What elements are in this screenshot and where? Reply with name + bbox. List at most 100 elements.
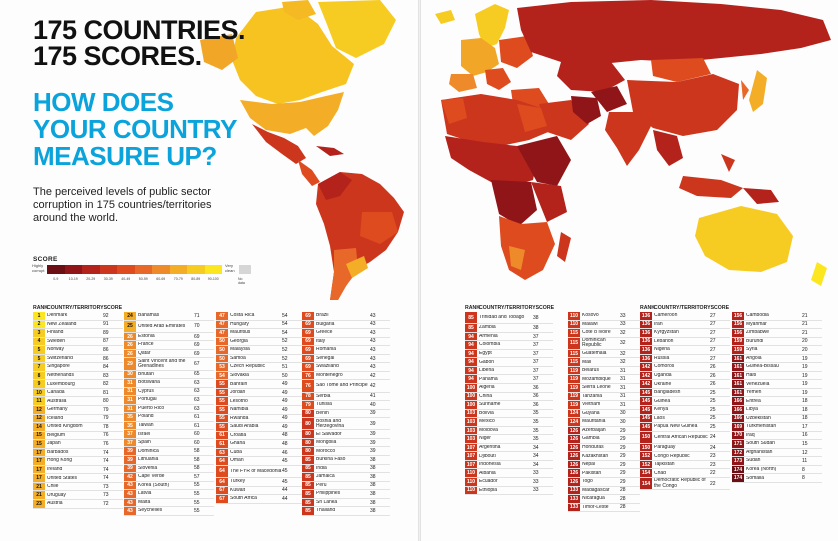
ranking-column-4: 69 Brazil 43 69 Bulgaria 43 69 Greece 43 69 Italy 4… bbox=[302, 303, 390, 516]
table-row: 24 Bahamas 71 bbox=[124, 312, 214, 321]
table-row: 136 Lebanon 27 bbox=[640, 337, 730, 347]
table-row: 43 Seychelles 55 bbox=[124, 507, 214, 516]
country-name: Togo bbox=[582, 479, 593, 485]
country-name: Jordan bbox=[230, 390, 246, 396]
country-score: 32 bbox=[620, 350, 626, 357]
rank-badge: 64 bbox=[216, 465, 228, 478]
rank-badge: 26 bbox=[124, 349, 136, 358]
country-name: Syria bbox=[746, 347, 758, 353]
country-name: Sao Tome and Principe bbox=[316, 383, 368, 389]
table-row: 1 Denmark 92 bbox=[33, 312, 123, 321]
table-row: 145 Guinea 25 bbox=[640, 397, 730, 407]
table-row: 17 Barbados 74 bbox=[33, 448, 123, 458]
country-score: 36 bbox=[533, 384, 539, 391]
country-name: Botswana bbox=[138, 380, 160, 386]
score-swatch bbox=[117, 265, 135, 274]
country-score: 76 bbox=[103, 432, 109, 439]
country-name: Bahamas bbox=[138, 313, 160, 319]
table-row: 26 France 69 bbox=[124, 341, 214, 350]
rank-badge: 42 bbox=[124, 473, 136, 481]
table-row: 85 Burkina Faso 38 bbox=[302, 456, 390, 465]
country-name: Guyana bbox=[582, 410, 600, 416]
rank-badge: 2 bbox=[33, 320, 45, 329]
table-row: 100 Algeria 36 bbox=[465, 384, 553, 393]
country-score: 37 bbox=[533, 350, 539, 357]
rank-badge: 154 bbox=[640, 478, 652, 490]
country-name: Gambia bbox=[582, 436, 600, 442]
country-score: 28 bbox=[620, 504, 626, 511]
country-name: Nicaragua bbox=[582, 496, 605, 502]
country-name: Taiwan bbox=[138, 423, 154, 429]
country-name: United Kingdom bbox=[47, 424, 83, 430]
country-score: 27 bbox=[710, 346, 716, 353]
table-row: 47 Mauritius 54 bbox=[216, 329, 302, 338]
table-row: 124 Mauritania 30 bbox=[568, 418, 640, 427]
table-row: 94 Liberia 37 bbox=[465, 366, 553, 376]
country-score: 39 bbox=[370, 439, 376, 446]
rank-badge: 145 bbox=[640, 388, 652, 397]
country-name: Libya bbox=[746, 407, 758, 413]
table-row: 17 United States 74 bbox=[33, 474, 123, 483]
country-name: Serbia bbox=[316, 393, 331, 399]
rank-badge: 150 bbox=[640, 431, 652, 443]
country-name: Norway bbox=[47, 347, 64, 353]
country-score: 39 bbox=[370, 448, 376, 455]
rank-badge: 26 bbox=[124, 332, 136, 341]
question-heading: HOW DOES YOUR COUNTRY MEASURE UP? bbox=[33, 89, 253, 170]
country-score: 37 bbox=[533, 367, 539, 374]
country-score: 48 bbox=[282, 440, 288, 447]
country-score: 38 bbox=[370, 490, 376, 497]
table-row: 11 Australia 80 bbox=[33, 397, 123, 407]
country-name: Uzbekistan bbox=[746, 415, 771, 421]
table-row: 31 Puerto Rico 63 bbox=[124, 404, 214, 414]
country-score: 43 bbox=[370, 338, 376, 345]
country-score: 55 bbox=[194, 499, 200, 506]
table-header: RANK COUNTRY/TERRITORY SCORE bbox=[465, 303, 554, 312]
table-row: 17 Hong Kong 74 bbox=[33, 457, 123, 466]
country-name: Kuwait bbox=[230, 487, 246, 493]
country-score: 78 bbox=[103, 423, 109, 430]
country-name: Georgia bbox=[230, 338, 248, 344]
table-row: 166 Libya 18 bbox=[732, 406, 822, 415]
table-row: 12 Germany 79 bbox=[33, 406, 123, 415]
rank-badge: 31 bbox=[124, 387, 136, 396]
table-row: 133 Timor-Leste 28 bbox=[568, 503, 640, 513]
country-name: Guinea bbox=[654, 398, 671, 404]
country-score: 28 bbox=[620, 495, 626, 502]
rank-badge: 43 bbox=[124, 507, 136, 515]
country-score: 25 bbox=[710, 406, 716, 413]
rank-badge: 21 bbox=[33, 482, 45, 491]
table-row: 21 Uruguay 73 bbox=[33, 491, 123, 501]
country-score: 55 bbox=[194, 508, 200, 515]
country-score: 25 bbox=[710, 423, 716, 430]
table-row: 64 Turkey 45 bbox=[216, 478, 302, 487]
table-row: 47 Costa Rica 54 bbox=[216, 312, 302, 321]
rank-badge: 55 bbox=[216, 397, 228, 406]
country-name: Malawi bbox=[582, 321, 598, 327]
country-score: 19 bbox=[802, 372, 808, 379]
country-name: Armenia bbox=[479, 333, 498, 339]
rank-badge: 55 bbox=[216, 388, 228, 397]
country-name: Tanzania bbox=[582, 393, 603, 399]
country-score: 54 bbox=[282, 329, 288, 336]
country-name: Australia bbox=[47, 398, 67, 404]
table-row: 161 Yemen 19 bbox=[732, 388, 822, 398]
rank-badge: 115 bbox=[568, 358, 580, 366]
country-name: Paraguay bbox=[654, 445, 676, 451]
country-name: United Arab Emirates bbox=[138, 323, 186, 329]
rank-badge: 126 bbox=[568, 443, 580, 452]
rank-badge: 166 bbox=[732, 406, 744, 414]
table-row: 47 Hungary 54 bbox=[216, 320, 302, 330]
country-score: 18 bbox=[802, 415, 808, 422]
table-header: RANK COUNTRY/TERRITORY SCORE bbox=[33, 303, 123, 312]
country-score: 38 bbox=[370, 508, 376, 515]
country-name: Iran bbox=[654, 321, 663, 327]
country-score: 84 bbox=[103, 364, 109, 371]
rank-badge: 156 bbox=[732, 312, 744, 320]
country-score: 61 bbox=[194, 414, 200, 421]
country-score: 20 bbox=[802, 338, 808, 345]
country-name: Korea (North) bbox=[746, 467, 777, 473]
country-name: Estonia bbox=[138, 333, 155, 339]
country-score: 49 bbox=[282, 381, 288, 388]
rank-badge: 110 bbox=[465, 486, 477, 495]
